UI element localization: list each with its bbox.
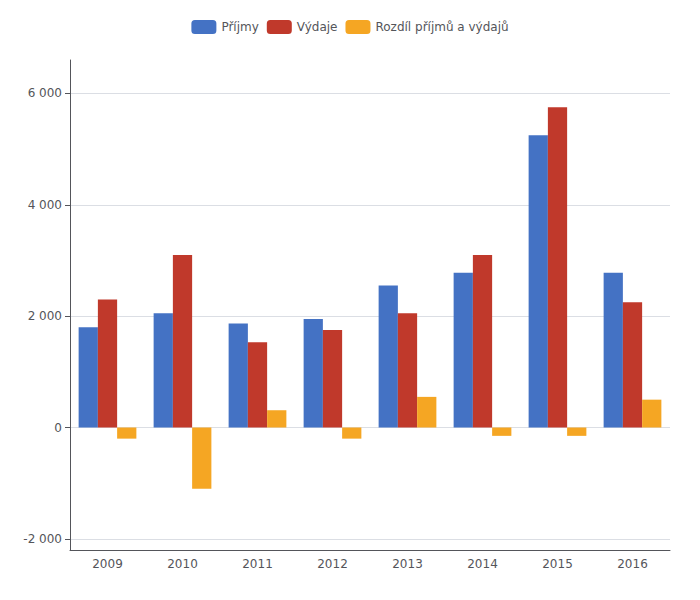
svg-text:Rozdíl příjmů a výdajů: Rozdíl příjmů a výdajů (375, 20, 508, 34)
svg-text:0: 0 (54, 421, 62, 435)
svg-text:2012: 2012 (317, 557, 348, 571)
svg-text:2009: 2009 (92, 557, 123, 571)
svg-text:2010: 2010 (167, 557, 198, 571)
svg-text:2014: 2014 (467, 557, 498, 571)
svg-text:2016: 2016 (617, 557, 648, 571)
svg-text:2013: 2013 (392, 557, 423, 571)
svg-text:Výdaje: Výdaje (297, 20, 338, 34)
svg-text:6 000: 6 000 (28, 86, 62, 100)
svg-text:Příjmy: Příjmy (221, 20, 258, 34)
svg-text:2 000: 2 000 (28, 309, 62, 323)
svg-text:-2 000: -2 000 (23, 532, 62, 546)
svg-text:2015: 2015 (542, 557, 573, 571)
svg-text:2011: 2011 (242, 557, 273, 571)
svg-text:4 000: 4 000 (28, 198, 62, 212)
